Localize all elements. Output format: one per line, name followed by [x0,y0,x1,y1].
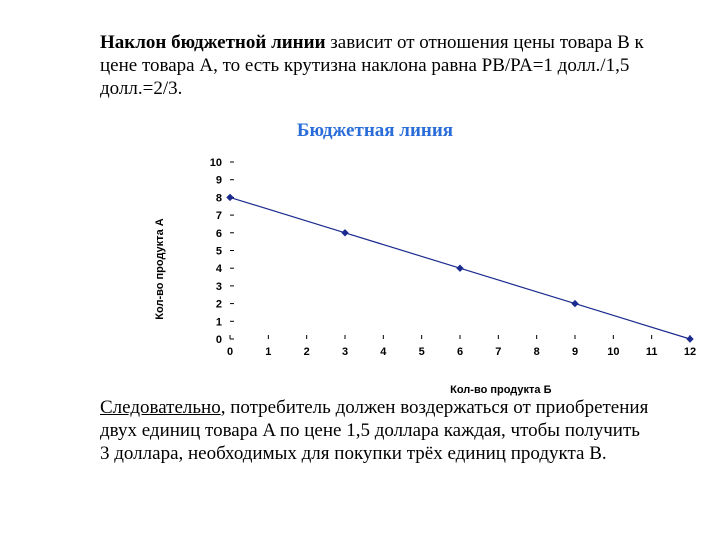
svg-text:2: 2 [304,346,310,358]
chart-svg: 0123456789101112012345678910 [170,144,710,374]
svg-text:6: 6 [216,227,222,239]
svg-text:4: 4 [380,346,387,358]
x-axis-label: Кол-во продукта Б [450,384,551,396]
intro-bold-lead: Наклон бюджетной линии [100,32,326,53]
intro-paragraph: Наклон бюджетной линии зависит от отноше… [100,31,650,101]
svg-text:3: 3 [216,280,222,292]
svg-text:5: 5 [419,346,425,358]
y-axis-label: Кол-во продукта А [154,218,166,319]
svg-text:9: 9 [216,174,222,186]
svg-text:2: 2 [216,298,222,310]
svg-text:11: 11 [646,346,658,358]
svg-text:0: 0 [227,346,233,358]
svg-text:8: 8 [216,192,222,204]
conclusion-paragraph: Следовательно, потребитель должен воздер… [100,396,650,466]
svg-text:0: 0 [216,334,222,346]
budget-line-chart: Кол-во продукта А 0123456789101112012345… [170,144,710,394]
chart-title: Бюджетная линия [100,120,650,142]
svg-text:10: 10 [607,346,619,358]
svg-text:9: 9 [572,346,578,358]
svg-text:10: 10 [210,157,222,169]
svg-text:8: 8 [534,346,540,358]
svg-text:5: 5 [216,245,222,257]
svg-text:12: 12 [684,346,696,358]
svg-text:7: 7 [216,210,222,222]
svg-text:6: 6 [457,346,463,358]
svg-text:1: 1 [216,316,222,328]
svg-text:4: 4 [216,263,223,275]
svg-text:7: 7 [495,346,501,358]
conclusion-underlined-lead: Следовательно [100,397,221,418]
svg-text:3: 3 [342,346,348,358]
svg-text:1: 1 [265,346,271,358]
